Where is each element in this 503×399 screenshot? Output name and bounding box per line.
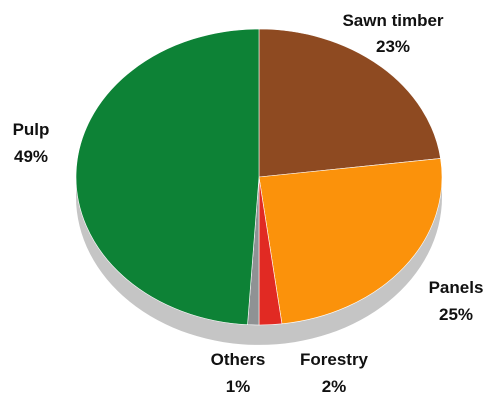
label-forestry-name: Forestry xyxy=(300,350,369,369)
pie-slice-panels xyxy=(258,158,443,325)
label-panels: Panels 25% xyxy=(429,278,484,324)
label-sawn-timber-name: Sawn timber xyxy=(342,11,443,30)
label-others-name: Others xyxy=(211,350,266,369)
label-others-percent: 1% xyxy=(226,377,251,396)
label-panels-name: Panels xyxy=(429,278,484,297)
label-panels-percent: 25% xyxy=(439,305,473,324)
label-sawn-timber: Sawn timber 23% xyxy=(342,11,443,56)
pie-slices xyxy=(75,28,443,326)
pie-labels: Sawn timber 23% Panels 25% Forestry 2% Others 1… xyxy=(13,11,484,396)
label-forestry: Forestry 2% xyxy=(300,350,369,396)
label-forestry-percent: 2% xyxy=(322,377,347,396)
label-pulp: Pulp 49% xyxy=(13,120,50,166)
label-others: Others 1% xyxy=(211,350,266,396)
pie-slice-sawn-timber xyxy=(258,28,441,178)
label-pulp-name: Pulp xyxy=(13,120,50,139)
pie-slice-pulp xyxy=(75,28,260,326)
label-sawn-timber-percent: 23% xyxy=(376,37,410,56)
label-pulp-percent: 49% xyxy=(14,147,48,166)
